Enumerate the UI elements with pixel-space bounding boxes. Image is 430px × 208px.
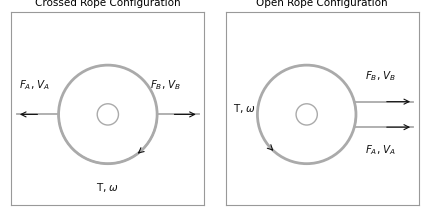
Text: $F_B$, $V_B$: $F_B$, $V_B$ xyxy=(150,78,182,92)
Text: T, $\omega$: T, $\omega$ xyxy=(233,102,257,115)
Text: $F_B$, $V_B$: $F_B$, $V_B$ xyxy=(365,70,396,83)
Title: Crossed Rope Configuration: Crossed Rope Configuration xyxy=(35,0,181,9)
Text: $F_A$, $V_A$: $F_A$, $V_A$ xyxy=(365,144,396,157)
Text: $F_A$, $V_A$: $F_A$, $V_A$ xyxy=(19,78,50,92)
Title: Open Rope Configuration: Open Rope Configuration xyxy=(256,0,388,9)
Text: T, $\omega$: T, $\omega$ xyxy=(96,181,120,194)
